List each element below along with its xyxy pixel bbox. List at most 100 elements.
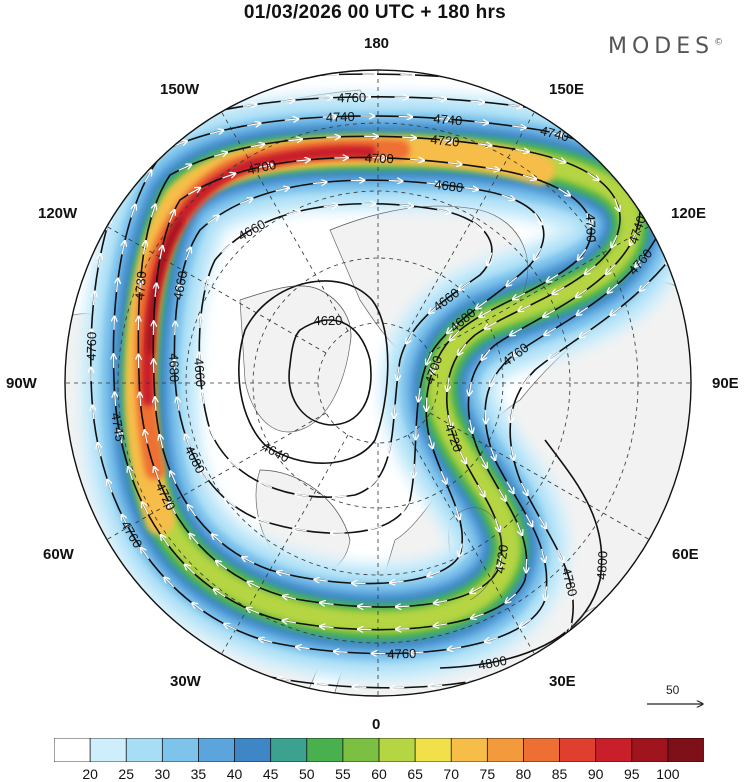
colorbar [54, 738, 704, 762]
wind-arrow [437, 210, 451, 213]
wind-arrow [657, 223, 664, 237]
wind-arrow [286, 211, 301, 215]
wind-arrow [429, 435, 433, 448]
wind-arrow [427, 570, 441, 577]
wind-arrow [224, 624, 237, 631]
wind-arrow [542, 548, 545, 563]
wind-arrow [575, 288, 588, 298]
colorbar-swatch [342, 738, 380, 762]
colorbar-swatch [198, 738, 236, 762]
wind-arrow [161, 535, 170, 547]
wind-arrow [449, 330, 460, 341]
wind-arrow [122, 241, 125, 255]
wind-arrow [154, 467, 160, 481]
wind-arrow [239, 198, 253, 205]
lon-label-30e: 30E [549, 673, 576, 690]
wind-arrow [209, 130, 224, 134]
wind-arrow [160, 246, 163, 260]
wind-arrow [534, 212, 543, 225]
brand-logo: MODES© [608, 34, 723, 59]
wind-arrow [538, 516, 546, 529]
contour-label: 4620 [313, 313, 342, 328]
wind-arrow [107, 479, 113, 493]
wind-arrow [251, 223, 265, 231]
wind-arrow [140, 392, 141, 407]
wind-arrow [406, 331, 414, 344]
wind-arrow [512, 347, 525, 356]
colorbar-swatch [270, 738, 308, 762]
wind-arrow [459, 281, 471, 290]
wind-arrow [259, 482, 273, 489]
contour-4620 [288, 319, 372, 426]
colorbar-swatch [54, 738, 91, 762]
contour-label: 4680 [434, 177, 465, 196]
colorbar-tick-label: 90 [587, 766, 604, 782]
lon-label-150e: 150E [549, 81, 585, 98]
wind-arrow [334, 651, 348, 652]
wind-arrow [447, 323, 458, 334]
wind-arrow [320, 603, 334, 605]
wind-arrow [611, 234, 618, 248]
map-boundary [64, 69, 692, 697]
wind-arrow [418, 388, 420, 402]
contour-label: 4660 [191, 357, 208, 387]
colorbar-tick-label: 75 [479, 766, 496, 782]
colorbar-tick-label: 70 [443, 766, 460, 782]
wind-arrow [546, 274, 559, 282]
wind-arrow [213, 152, 227, 156]
wind-arrow [471, 613, 484, 619]
wind-arrow [433, 601, 448, 604]
wind-arrow [556, 549, 564, 563]
contour-4640 [238, 280, 389, 464]
wind-arrow [549, 132, 564, 136]
contour-label: 4780 [53, 376, 69, 405]
wind-arrow [128, 467, 134, 481]
contour-label: 4800 [477, 653, 508, 673]
wind-arrow [160, 435, 163, 449]
wind-arrow [511, 408, 513, 423]
wind-arrow [225, 498, 236, 508]
wind-arrow [469, 381, 472, 396]
wind-arrow [459, 451, 466, 464]
wind-arrow [426, 183, 441, 185]
colorbar-swatch [234, 738, 272, 762]
wind-arrow [447, 647, 462, 649]
wind-arrow [630, 232, 637, 246]
wind-arrow [185, 564, 196, 575]
meridian-line [429, 412, 650, 540]
colorbar-tick-label: 30 [154, 766, 171, 782]
contour-label: 4700 [583, 213, 599, 242]
wind-arrow [115, 392, 116, 406]
wind-arrow [432, 99, 447, 100]
wind-arrow [477, 144, 492, 146]
wind-arrow [589, 94, 603, 97]
colorbar-tick-label: 50 [298, 766, 315, 782]
wind-arrow [440, 470, 446, 484]
wind-arrow [122, 515, 129, 528]
wind-arrow [320, 626, 334, 627]
wind-arrow [396, 629, 410, 630]
wind-arrow [173, 634, 186, 643]
lon-label-90e: 90E [712, 375, 739, 392]
colorbar-tick-label: 45 [262, 766, 279, 782]
colorbar-tick-label: 80 [515, 766, 532, 782]
wind-arrow [98, 254, 101, 268]
wind-arrow [484, 636, 498, 642]
lon-label-180: 180 [364, 35, 390, 52]
wind-arrow [470, 101, 485, 102]
wind-arrow [189, 533, 199, 545]
colorbar-swatch [161, 738, 200, 762]
wind-arrow [402, 501, 410, 513]
wind-arrow [295, 494, 309, 496]
wind-arrow [199, 352, 200, 367]
lon-label-120w: 120W [38, 205, 78, 222]
wind-arrow [247, 582, 261, 589]
wind-arrow [518, 304, 531, 311]
wind-arrow [503, 670, 517, 674]
lon-label-150w: 150W [160, 81, 200, 98]
wind-arrow [432, 360, 438, 374]
wind-arrow [606, 264, 616, 275]
wind-arrow [534, 247, 542, 260]
wind-arrow [275, 188, 290, 191]
